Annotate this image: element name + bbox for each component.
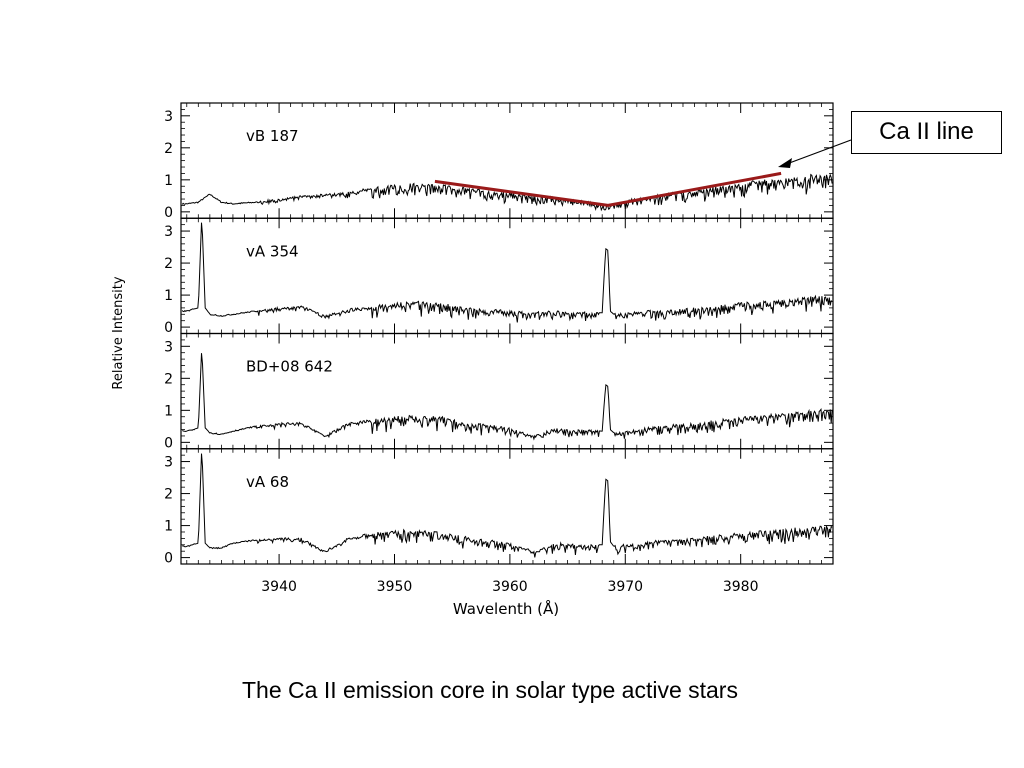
x-tick-label: 3950: [377, 579, 413, 595]
panel-frame: [180, 102, 834, 219]
y-axis-label: Relative Intensity: [111, 276, 126, 389]
callout-arrow-line: [783, 139, 852, 166]
y-tick-label: 2: [164, 256, 173, 272]
x-axis-label: Wavelenth (Å): [453, 599, 559, 618]
panel-frame: [180, 448, 834, 565]
y-tick-label: 1: [164, 288, 173, 304]
y-tick-label: 3: [164, 455, 173, 471]
x-tick-label: 3940: [261, 579, 297, 595]
spectrum-trace-1: [181, 222, 833, 323]
spectrum-trace-2: [182, 353, 833, 441]
y-tick-label: 0: [164, 551, 173, 567]
x-tick-label: 3960: [492, 579, 528, 595]
y-tick-label: 0: [164, 205, 173, 221]
slide-caption: The Ca II emission core in solar type ac…: [242, 677, 738, 703]
ca-ii-line-callout: Ca II line: [851, 111, 1002, 154]
y-tick-label: 3: [164, 224, 173, 240]
spectrum-trace-0: [181, 173, 833, 212]
panel-star-label: vB 187: [246, 127, 299, 145]
panel-star-label: BD+08 642: [246, 358, 333, 376]
y-tick-label: 3: [164, 339, 173, 355]
y-tick-label: 2: [164, 141, 173, 157]
panel-star-label: vA 354: [246, 242, 299, 260]
panel-star-label: vA 68: [246, 473, 289, 491]
y-tick-label: 3: [164, 109, 173, 125]
spectrum-trace-3: [182, 453, 833, 558]
y-tick-label: 0: [164, 435, 173, 451]
x-tick-label: 3970: [607, 579, 643, 595]
y-tick-label: 2: [164, 487, 173, 503]
callout-arrow-head: [778, 158, 792, 168]
x-tick-label: 3980: [723, 579, 759, 595]
y-tick-label: 1: [164, 403, 173, 419]
y-tick-label: 0: [164, 320, 173, 336]
panel-frame: [180, 217, 834, 335]
y-tick-label: 2: [164, 371, 173, 387]
y-tick-label: 1: [164, 519, 173, 535]
ca-ii-line-mark: [434, 171, 782, 207]
y-tick-label: 1: [164, 173, 173, 189]
